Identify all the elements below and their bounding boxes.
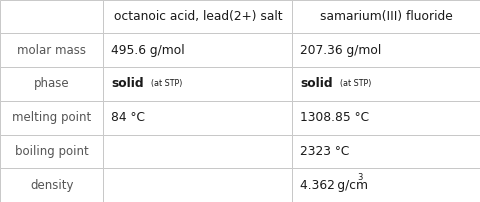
Bar bbox=[0, 135, 103, 168]
Text: molar mass: molar mass bbox=[17, 44, 86, 57]
Text: samarium(III) fluoride: samarium(III) fluoride bbox=[320, 10, 452, 23]
Text: (at STP): (at STP) bbox=[339, 79, 370, 88]
Bar bbox=[103, 101, 292, 135]
Text: solid: solid bbox=[300, 77, 332, 90]
Bar bbox=[103, 67, 292, 101]
Text: 84 °C: 84 °C bbox=[111, 111, 145, 124]
Bar bbox=[292, 168, 480, 202]
Text: 3: 3 bbox=[356, 173, 361, 182]
Text: 2323 °C: 2323 °C bbox=[300, 145, 349, 158]
Bar bbox=[292, 101, 480, 135]
Text: (at STP): (at STP) bbox=[150, 79, 181, 88]
Text: density: density bbox=[30, 179, 73, 192]
Bar bbox=[103, 135, 292, 168]
Text: 495.6 g/mol: 495.6 g/mol bbox=[111, 44, 184, 57]
Bar bbox=[292, 135, 480, 168]
Bar bbox=[0, 67, 103, 101]
Bar bbox=[0, 0, 103, 33]
Bar bbox=[0, 33, 103, 67]
Text: boiling point: boiling point bbox=[15, 145, 88, 158]
Bar bbox=[103, 168, 292, 202]
Bar bbox=[292, 0, 480, 33]
Text: solid: solid bbox=[111, 77, 144, 90]
Bar bbox=[292, 33, 480, 67]
Text: phase: phase bbox=[34, 77, 70, 90]
Text: octanoic acid, lead(2+) salt: octanoic acid, lead(2+) salt bbox=[113, 10, 282, 23]
Text: 207.36 g/mol: 207.36 g/mol bbox=[300, 44, 381, 57]
Text: 1308.85 °C: 1308.85 °C bbox=[300, 111, 369, 124]
Text: 4.362 g/cm: 4.362 g/cm bbox=[300, 179, 367, 192]
Bar bbox=[292, 67, 480, 101]
Bar bbox=[0, 101, 103, 135]
Bar bbox=[103, 0, 292, 33]
Bar bbox=[0, 168, 103, 202]
Bar bbox=[103, 33, 292, 67]
Text: melting point: melting point bbox=[12, 111, 91, 124]
